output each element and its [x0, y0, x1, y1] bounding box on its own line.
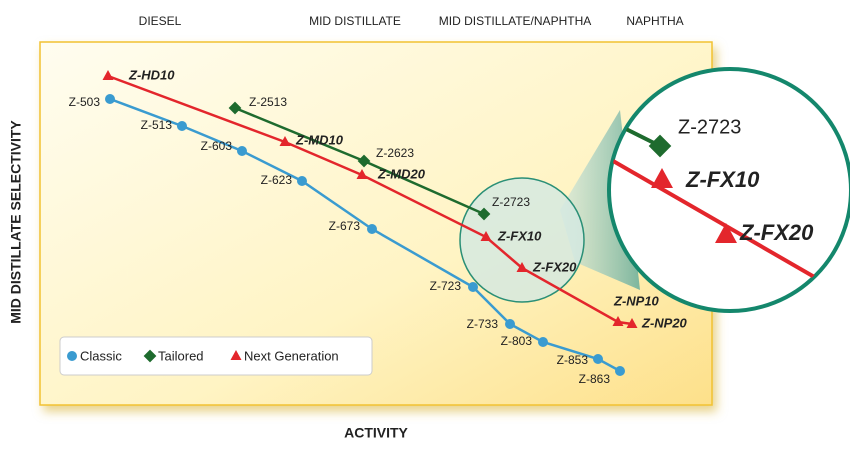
point: [480, 231, 492, 241]
point: [651, 168, 673, 188]
point-label: Z-NP20: [641, 315, 688, 330]
zoom-region: [459, 177, 585, 303]
series-line: [610, 156, 831, 288]
point-label: Z-723: [430, 279, 462, 293]
point-label: Z-2723: [492, 195, 530, 209]
point-label: Z-FX20: [739, 220, 814, 245]
series-line: [109, 97, 621, 373]
legend-label: Classic: [80, 348, 122, 363]
point: [228, 101, 242, 115]
legend-marker: [230, 350, 242, 360]
legend-marker: [67, 351, 77, 361]
point: [237, 146, 247, 156]
point-label: Z-2623: [376, 146, 414, 160]
point-label: Z-513: [141, 118, 173, 132]
point-label: Z-FX10: [497, 228, 542, 243]
legend-marker: [143, 349, 157, 363]
point: [468, 282, 478, 292]
point-label: Z-NP10: [613, 293, 660, 308]
point-label: Z-HD10: [128, 67, 175, 82]
point: [356, 169, 368, 179]
point-label: Z-603: [201, 139, 233, 153]
point: [538, 337, 548, 347]
point-label: Z-FX20: [532, 259, 577, 274]
point: [177, 121, 187, 131]
point: [102, 70, 114, 80]
top-label: MID DISTILLATE: [309, 14, 401, 28]
top-label: NAPHTHA: [626, 14, 683, 28]
point: [297, 176, 307, 186]
point-label: Z-2723: [678, 116, 741, 138]
point: [715, 223, 737, 243]
point: [626, 318, 638, 328]
top-label: MID DISTILLATE/NAPHTHA: [439, 14, 591, 28]
point-label: Z-673: [329, 219, 361, 233]
point-label: Z-MD20: [377, 166, 426, 181]
point: [367, 224, 377, 234]
point-label: Z-803: [501, 334, 533, 348]
point: [612, 316, 624, 326]
point: [477, 207, 491, 221]
point: [357, 154, 371, 168]
top-label: DIESEL: [139, 14, 182, 28]
y-axis-label: MID DISTILLATE SELECTIVITY: [8, 120, 24, 324]
point: [279, 136, 291, 146]
point-label: Z-503: [69, 95, 101, 109]
point: [615, 366, 625, 376]
point: [105, 94, 115, 104]
magnifier: [607, 67, 850, 313]
point-label: Z-853: [557, 353, 589, 367]
legend-label: Tailored: [158, 348, 204, 363]
x-axis-label: ACTIVITY: [344, 425, 408, 441]
point-label: Z-863: [579, 372, 611, 386]
legend: [59, 336, 373, 376]
point: [516, 262, 528, 272]
legend-label: Next Generation: [244, 348, 339, 363]
point-label: Z-2513: [249, 95, 287, 109]
point-label: Z-MD10: [295, 132, 344, 147]
point-label: Z-623: [261, 173, 293, 187]
point-label: Z-733: [467, 317, 499, 331]
point: [505, 319, 515, 329]
point-label: Z-FX10: [685, 167, 760, 192]
point: [593, 354, 603, 364]
